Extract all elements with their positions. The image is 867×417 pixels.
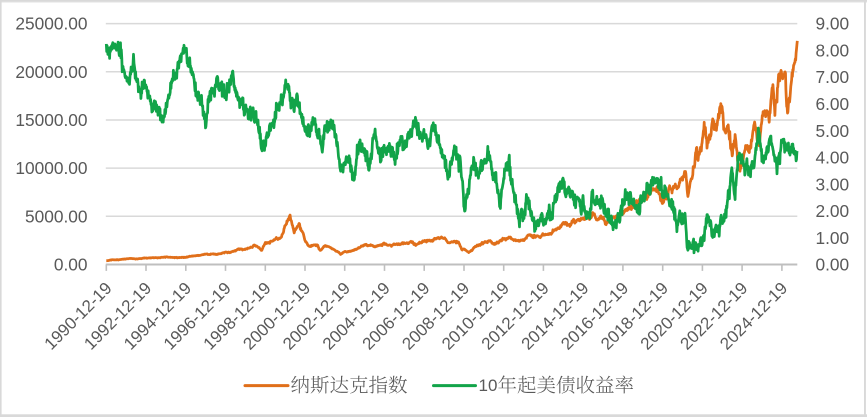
svg-text:25000.00: 25000.00 — [15, 14, 87, 34]
svg-text:8.00: 8.00 — [816, 41, 850, 61]
svg-text:0.00: 0.00 — [816, 255, 850, 275]
svg-text:5.00: 5.00 — [816, 121, 850, 141]
svg-text:7.00: 7.00 — [816, 67, 850, 87]
svg-text:10000.00: 10000.00 — [15, 158, 87, 178]
svg-text:20000.00: 20000.00 — [15, 62, 87, 82]
svg-text:10: 10 — [479, 376, 498, 395]
svg-text:0.00: 0.00 — [54, 255, 88, 275]
svg-text:2.00: 2.00 — [816, 201, 850, 221]
svg-text:5000.00: 5000.00 — [25, 206, 87, 226]
svg-text:15000.00: 15000.00 — [15, 110, 87, 130]
svg-text:3.00: 3.00 — [816, 174, 850, 194]
svg-text:6.00: 6.00 — [816, 94, 850, 114]
svg-text:4.00: 4.00 — [816, 148, 850, 168]
svg-text:9.00: 9.00 — [816, 14, 850, 34]
svg-text:1.00: 1.00 — [816, 228, 850, 248]
